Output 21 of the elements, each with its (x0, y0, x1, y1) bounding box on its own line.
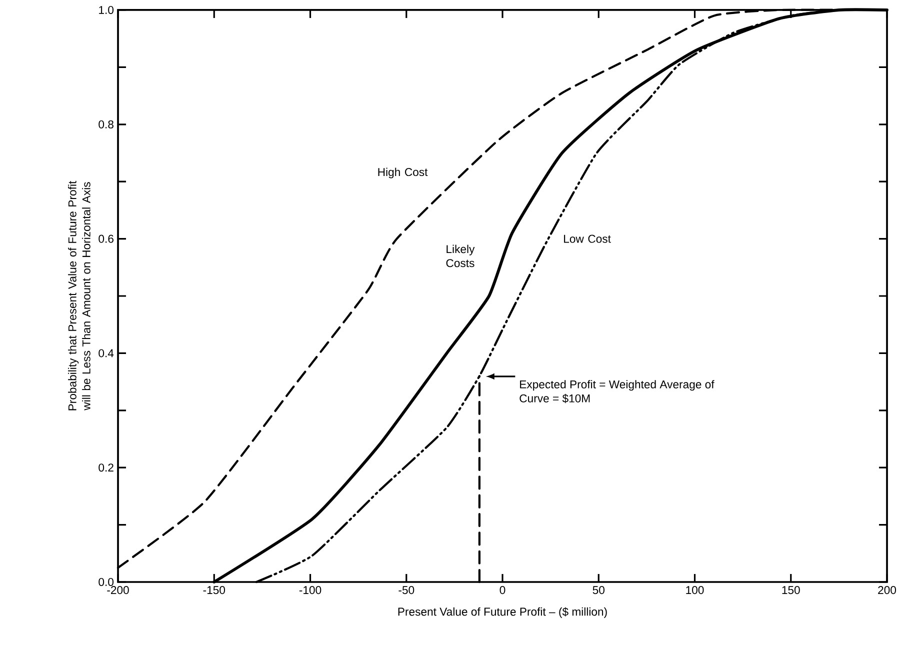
x-tick-label: -150 (203, 586, 226, 594)
series-label: Low Cost (564, 234, 611, 243)
y-tick-label: 0.8 (98, 120, 114, 128)
series-label: High Cost (378, 168, 428, 178)
x-tick-label: -50 (398, 586, 414, 594)
x-tick-label: 100 (686, 586, 704, 594)
text: Likely Costs (446, 244, 475, 268)
x-tick-label: -100 (299, 586, 322, 594)
y-tick-label: 0.2 (98, 464, 114, 472)
y-tick-label: 0.0 (98, 578, 114, 586)
x-tick-label: 0 (500, 586, 506, 594)
y-tick-label: 0.4 (98, 349, 114, 358)
x-tick-label: 200 (878, 586, 896, 594)
annotation: Expected Profit = Weighted Average of Curve = $10M (520, 380, 714, 404)
x-axis-title: Present Value of Future Profit – ($ million) (398, 607, 607, 618)
x-tick-label: 50 (592, 586, 604, 594)
y-tick-label: 0.6 (98, 234, 114, 243)
y-tick-label: 1.0 (99, 6, 114, 14)
x-tick-label: -200 (107, 586, 129, 594)
x-tick-label: 150 (782, 586, 800, 594)
y-axis-title: Probability that Present Value of Future Profit will be Less Than Amount on Horizontal Axis (68, 180, 90, 410)
